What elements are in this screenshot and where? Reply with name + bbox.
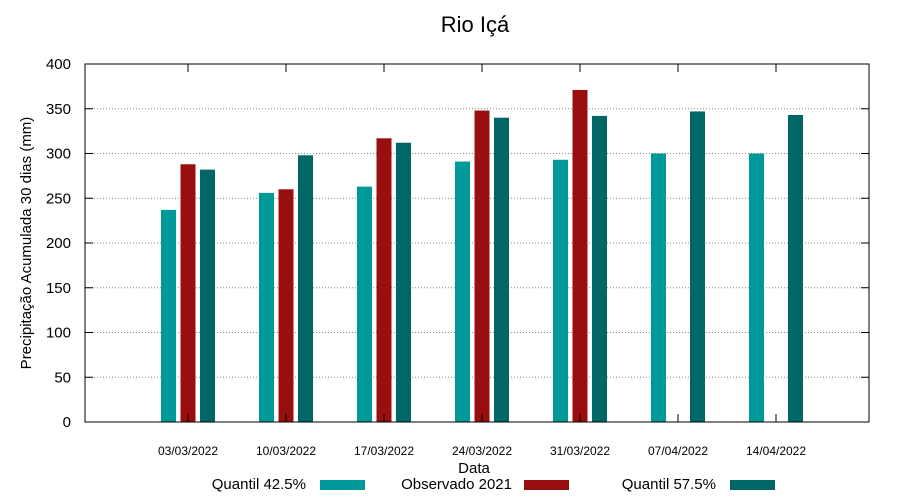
legend-swatch bbox=[730, 480, 775, 490]
bar-quantil-57-5--3 bbox=[494, 117, 509, 422]
bar-quantil-42-5--2 bbox=[357, 186, 372, 422]
bar-quantil-42-5--1 bbox=[259, 192, 274, 422]
x-tick-label: 17/03/2022 bbox=[354, 444, 414, 458]
x-axis-label: Data bbox=[458, 460, 490, 477]
bar-quantil-57-5--0 bbox=[200, 169, 215, 422]
x-tick-label: 07/04/2022 bbox=[648, 444, 708, 458]
x-tick-label: 24/03/2022 bbox=[452, 444, 512, 458]
y-tick-label: 50 bbox=[54, 369, 71, 386]
legend-label: Quantil 42.5% bbox=[212, 476, 306, 493]
legend-swatch bbox=[320, 480, 365, 490]
bar-quantil-57-5--2 bbox=[396, 142, 411, 422]
y-tick-label: 0 bbox=[63, 414, 71, 431]
bar-quantil-57-5--4 bbox=[592, 115, 607, 422]
bar-observado-2021-3 bbox=[474, 110, 490, 422]
bar-quantil-42-5--4 bbox=[553, 159, 568, 422]
bar-quantil-57-5--5 bbox=[690, 111, 705, 422]
x-tick-label: 31/03/2022 bbox=[550, 444, 610, 458]
bar-quantil-42-5--0 bbox=[161, 209, 176, 422]
bar-observado-2021-4 bbox=[572, 89, 588, 422]
y-tick-label: 100 bbox=[46, 325, 71, 342]
bar-quantil-57-5--6 bbox=[788, 115, 803, 422]
y-axis-ticks: 0 50 100 150 200 250 300 350 400 bbox=[46, 56, 869, 431]
bar-observado-2021-1 bbox=[278, 189, 294, 422]
bar-quantil-42-5--3 bbox=[455, 161, 470, 422]
y-tick-label: 300 bbox=[46, 146, 71, 163]
legend-swatch bbox=[524, 480, 569, 490]
y-tick-label: 200 bbox=[46, 235, 71, 252]
bar-quantil-42-5--6 bbox=[749, 153, 764, 422]
legend: Quantil 42.5% Observado 2021 Quantil 57.5% bbox=[212, 476, 775, 493]
x-tick-label: 10/03/2022 bbox=[256, 444, 316, 458]
y-tick-label: 250 bbox=[46, 190, 71, 207]
y-tick-label: 150 bbox=[46, 280, 71, 297]
bar-observado-2021-2 bbox=[376, 138, 392, 422]
bars bbox=[161, 89, 803, 423]
chart-title: Rio Içá bbox=[441, 12, 510, 37]
y-tick-label: 350 bbox=[46, 101, 71, 118]
legend-label: Quantil 57.5% bbox=[622, 476, 716, 493]
y-axis-label: Precipitação Acumulada 30 dias (mm) bbox=[18, 117, 35, 370]
y-tick-label: 400 bbox=[46, 56, 71, 73]
x-axis-ticks: 03/03/2022 10/03/2022 17/03/2022 24/03/2022… bbox=[158, 64, 806, 458]
bar-quantil-42-5--5 bbox=[651, 153, 666, 422]
bar-observado-2021-0 bbox=[180, 164, 196, 423]
x-tick-label: 14/04/2022 bbox=[746, 444, 806, 458]
x-tick-label: 03/03/2022 bbox=[158, 444, 218, 458]
legend-label: Observado 2021 bbox=[401, 476, 512, 493]
bar-quantil-57-5--1 bbox=[298, 155, 313, 423]
